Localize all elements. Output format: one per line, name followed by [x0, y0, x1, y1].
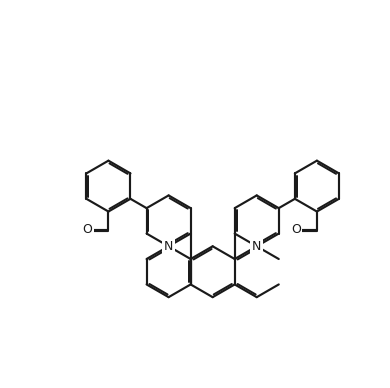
- Text: O: O: [82, 223, 92, 236]
- Text: N: N: [252, 240, 261, 253]
- Text: O: O: [291, 223, 301, 236]
- Text: N: N: [164, 240, 173, 253]
